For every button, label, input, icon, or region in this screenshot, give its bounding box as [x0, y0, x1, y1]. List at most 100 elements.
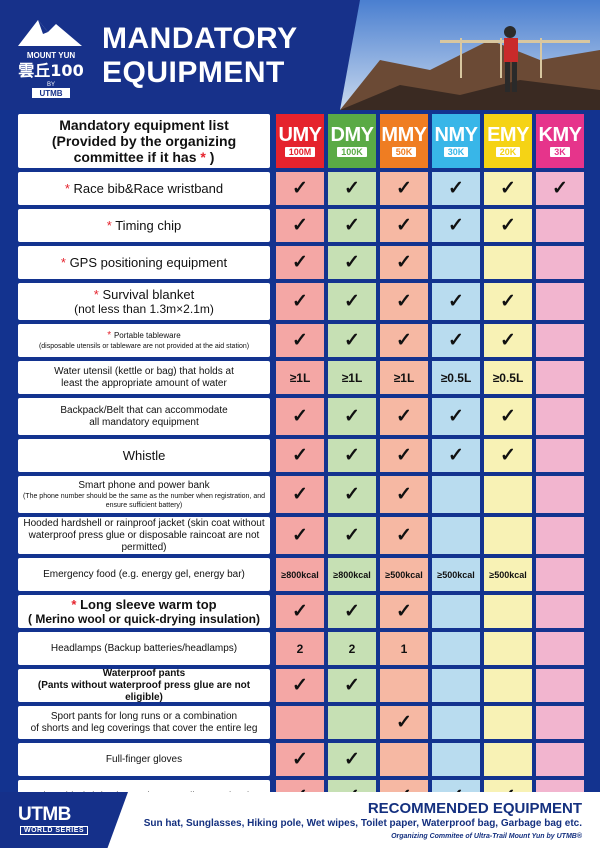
availability-cell-emy: ✓ [484, 172, 532, 205]
runner-photo [340, 0, 600, 110]
equipment-main-line: Emergency food (e.g. energy gel, energy … [43, 569, 245, 581]
availability-cell-dmy: ✓ [328, 246, 376, 279]
race-distance: 30K [443, 147, 469, 157]
availability-cell-mmy: ✓ [380, 595, 428, 628]
race-code: DMY [330, 124, 374, 146]
check-icon: ✓ [344, 749, 360, 770]
race-code: UMY [278, 124, 322, 146]
requirement-value: 2 [348, 641, 356, 656]
availability-cell-dmy: ✓ [328, 476, 376, 513]
availability-cell-nmy: ✓ [432, 283, 480, 320]
equipment-label: Emergency food (e.g. energy gel, energy … [18, 558, 270, 591]
required-star-icon: * [64, 181, 74, 196]
race-code: NMY [434, 124, 478, 146]
availability-cell-umy: ✓ [276, 439, 324, 472]
availability-cell-kmy [536, 743, 584, 776]
equipment-label: Waterproof pants (Pants without waterproo… [18, 668, 270, 703]
availability-cell-nmy: ✓ [432, 398, 480, 435]
equipment-label: Sport pants for long runs or a combinati… [18, 706, 270, 739]
availability-cell-kmy [536, 632, 584, 665]
check-icon: ✓ [448, 445, 464, 466]
check-icon: ✓ [448, 330, 464, 351]
required-star-icon: * [106, 218, 116, 233]
availability-cell-mmy: 1 [380, 632, 428, 665]
equipment-label: Smart phone and power bank (The phone num… [18, 476, 270, 513]
requirement-value: ≥0.5L [440, 370, 472, 385]
race-badge-dmy: DMY 100K [328, 114, 376, 168]
availability-cell-kmy [536, 398, 584, 435]
availability-cell-kmy [536, 246, 584, 279]
organizer-credit: Organizing Commitee of Ultra-Trail Mount… [391, 833, 582, 840]
availability-cell-dmy: ✓ [328, 517, 376, 554]
equipment-main-line: * Timing chip [107, 218, 181, 233]
equipment-label: * GPS positioning equipment [18, 246, 270, 279]
requirement-value: ≥500kcal [385, 569, 423, 580]
equipment-label: * Race bib&Race wristband [18, 172, 270, 205]
availability-cell-dmy: ✓ [328, 283, 376, 320]
availability-cell-nmy [432, 595, 480, 628]
availability-cell-umy: 2 [276, 632, 324, 665]
availability-cell-kmy [536, 324, 584, 357]
check-icon: ✓ [396, 252, 412, 273]
race-badge-umy: UMY 100M [276, 114, 324, 168]
availability-cell-nmy: ✓ [432, 324, 480, 357]
requirement-value: ≥800kcal [333, 569, 371, 580]
check-icon: ✓ [396, 601, 412, 622]
availability-cell-nmy: ✓ [432, 209, 480, 242]
availability-cell-dmy: ✓ [328, 743, 376, 776]
availability-cell-kmy [536, 517, 584, 554]
equipment-main-line: * Race bib&Race wristband [65, 181, 223, 196]
equipment-note: (not less than 1.3m×2.1m) [74, 302, 214, 316]
race-code: KMY [538, 124, 582, 146]
availability-cell-emy: ✓ [484, 324, 532, 357]
check-icon: ✓ [344, 252, 360, 273]
equipment-name: Hooded hardshell or rainproof jacket (sk… [23, 517, 265, 529]
check-icon: ✓ [292, 525, 308, 546]
race-code: EMY [487, 124, 529, 146]
required-star-icon: * [107, 330, 114, 341]
header-label-line-3: committee if it has * ) [74, 149, 215, 165]
availability-cell-umy: ✓ [276, 209, 324, 242]
availability-cell-kmy [536, 558, 584, 591]
recommended-items: Sun hat, Sunglasses, Hiking pole, Wet wi… [143, 818, 582, 829]
utmb-world-series-logo: UTMB WORLD SERIES [0, 792, 128, 848]
availability-cell-umy: ✓ [276, 669, 324, 702]
availability-cell-dmy: ✓ [328, 439, 376, 472]
availability-cell-emy [484, 517, 532, 554]
check-icon: ✓ [448, 406, 464, 427]
equipment-main-line: Sport pants for long runs or a combinati… [51, 711, 237, 723]
equipment-main-line: * Long sleeve warm top [71, 597, 216, 612]
availability-cell-emy [484, 743, 532, 776]
check-icon: ✓ [448, 215, 464, 236]
check-icon: ✓ [344, 178, 360, 199]
availability-cell-mmy: ✓ [380, 517, 428, 554]
check-icon: ✓ [500, 178, 516, 199]
check-icon: ✓ [344, 484, 360, 505]
check-icon: ✓ [396, 484, 412, 505]
check-icon: ✓ [292, 749, 308, 770]
check-icon: ✓ [552, 178, 568, 199]
equipment-label: * Portable tableware (disposable utensils… [18, 324, 270, 357]
availability-cell-mmy: ≥500kcal [380, 558, 428, 591]
availability-cell-umy: ✓ [276, 595, 324, 628]
availability-cell-mmy: ✓ [380, 209, 428, 242]
availability-cell-nmy [432, 669, 480, 702]
availability-cell-emy [484, 706, 532, 739]
availability-cell-kmy [536, 669, 584, 702]
svg-text:MOUNT YUN: MOUNT YUN [27, 51, 76, 60]
availability-cell-emy: ✓ [484, 209, 532, 242]
equipment-label: Backpack/Belt that can accommodate all ma… [18, 398, 270, 435]
check-icon: ✓ [344, 675, 360, 696]
required-star-icon: * [71, 597, 81, 612]
availability-cell-dmy: ✓ [328, 398, 376, 435]
recommended-title: RECOMMENDED EQUIPMENT [367, 800, 582, 817]
availability-cell-umy: ≥800kcal [276, 558, 324, 591]
equipment-note: all mandatory equipment [89, 416, 199, 428]
check-icon: ✓ [344, 406, 360, 427]
required-star-icon: * [60, 255, 70, 270]
check-icon: ✓ [344, 525, 360, 546]
availability-cell-nmy: ≥0.5L [432, 361, 480, 394]
availability-cell-nmy [432, 632, 480, 665]
equipment-main-line: * GPS positioning equipment [61, 255, 227, 270]
world-series-text: WORLD SERIES [20, 826, 89, 835]
